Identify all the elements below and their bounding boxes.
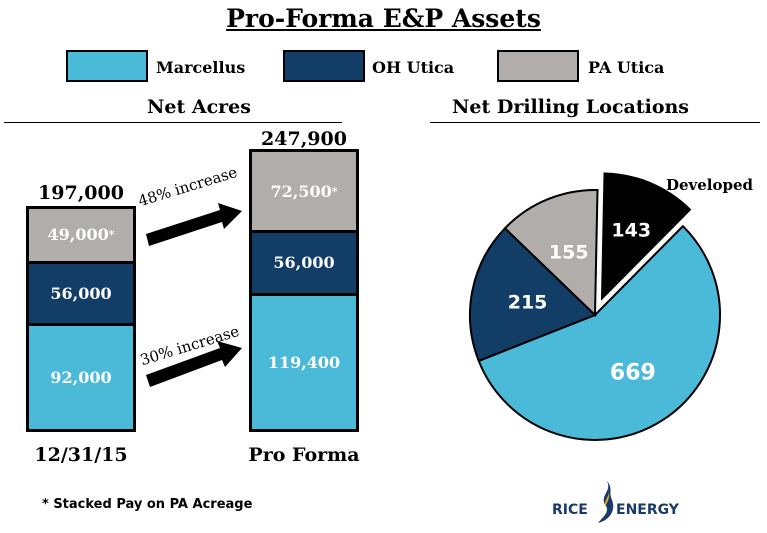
bar-value-marcellus-1231: 92,000 <box>50 368 112 388</box>
logo-text-energy: ENERGY <box>616 502 679 518</box>
page-title: Pro-Forma E&P Assets <box>226 4 541 33</box>
legend-label-marcellus: Marcellus <box>156 58 246 77</box>
pie-label-marcellus: 669 <box>610 360 656 385</box>
bar-segment-marcellus-pro-forma: 119,400 <box>252 295 356 429</box>
drilling-locations-title: Net Drilling Locations <box>452 96 690 118</box>
net-acres-rule <box>4 122 342 123</box>
bar-segment-oh-utica-pro-forma: 56,000 <box>252 233 356 296</box>
arrow-pa-utica-increase <box>146 203 242 246</box>
stacked-pay-marker: * <box>108 228 115 242</box>
bar-segment-pa-utica-1231: 49,000 * <box>29 209 133 264</box>
drilling-locations-pie: 143 669 215 155 <box>469 172 721 441</box>
bar-value-marcellus-pro-forma: 119,400 <box>267 352 341 372</box>
stacked-bar-1231: 49,000 * 56,000 92,000 <box>26 206 136 432</box>
pie-annotation-developed: Developed <box>666 176 754 194</box>
legend-swatch-oh-utica <box>283 50 365 82</box>
stacked-bar-pro-forma: 72,500 * 56,000 119,400 <box>249 149 359 432</box>
legend-swatch-marcellus <box>66 50 148 82</box>
bar-category-1231: 12/31/15 <box>34 444 128 466</box>
legend-swatch-pa-utica <box>497 50 579 82</box>
net-acres-title: Net Acres <box>147 96 251 118</box>
pie-label-oh-utica: 215 <box>508 292 548 314</box>
pie-label-developed: 143 <box>611 219 651 241</box>
footnote: * Stacked Pay on PA Acreage <box>42 497 253 512</box>
arrow-marcellus-increase <box>146 341 242 387</box>
pie-slice-developed <box>600 172 692 301</box>
bar-category-pro-forma: Pro Forma <box>248 444 360 466</box>
bar-value-pa-utica-pro-forma: 72,500 <box>270 181 332 201</box>
bar-total-pro-forma: 247,900 <box>261 128 347 150</box>
flame-icon <box>598 480 614 523</box>
legend-label-pa-utica: PA Utica <box>588 58 665 77</box>
rice-energy-logo: RICE ENERGY <box>552 478 682 524</box>
drilling-locations-rule <box>430 122 760 123</box>
bar-value-pa-utica-1231: 49,000 <box>47 225 109 245</box>
pie-slice-oh-utica <box>469 226 597 363</box>
growth-arrows <box>146 203 242 387</box>
logo-text-rice: RICE <box>552 502 588 518</box>
stacked-pay-marker: * <box>331 184 338 198</box>
pie-slice-marcellus <box>477 224 721 441</box>
bar-total-1231: 197,000 <box>38 182 124 204</box>
pie-slice-pa-utica <box>503 189 599 318</box>
pie-label-pa-utica: 155 <box>549 241 589 263</box>
bar-value-oh-utica-pro-forma: 56,000 <box>273 253 335 273</box>
legend-label-oh-utica: OH Utica <box>372 58 455 77</box>
bar-segment-marcellus-1231: 92,000 <box>29 326 133 429</box>
bar-segment-oh-utica-1231: 56,000 <box>29 263 133 327</box>
bar-value-oh-utica-1231: 56,000 <box>50 283 112 303</box>
bar-segment-pa-utica-pro-forma: 72,500 * <box>252 152 356 234</box>
